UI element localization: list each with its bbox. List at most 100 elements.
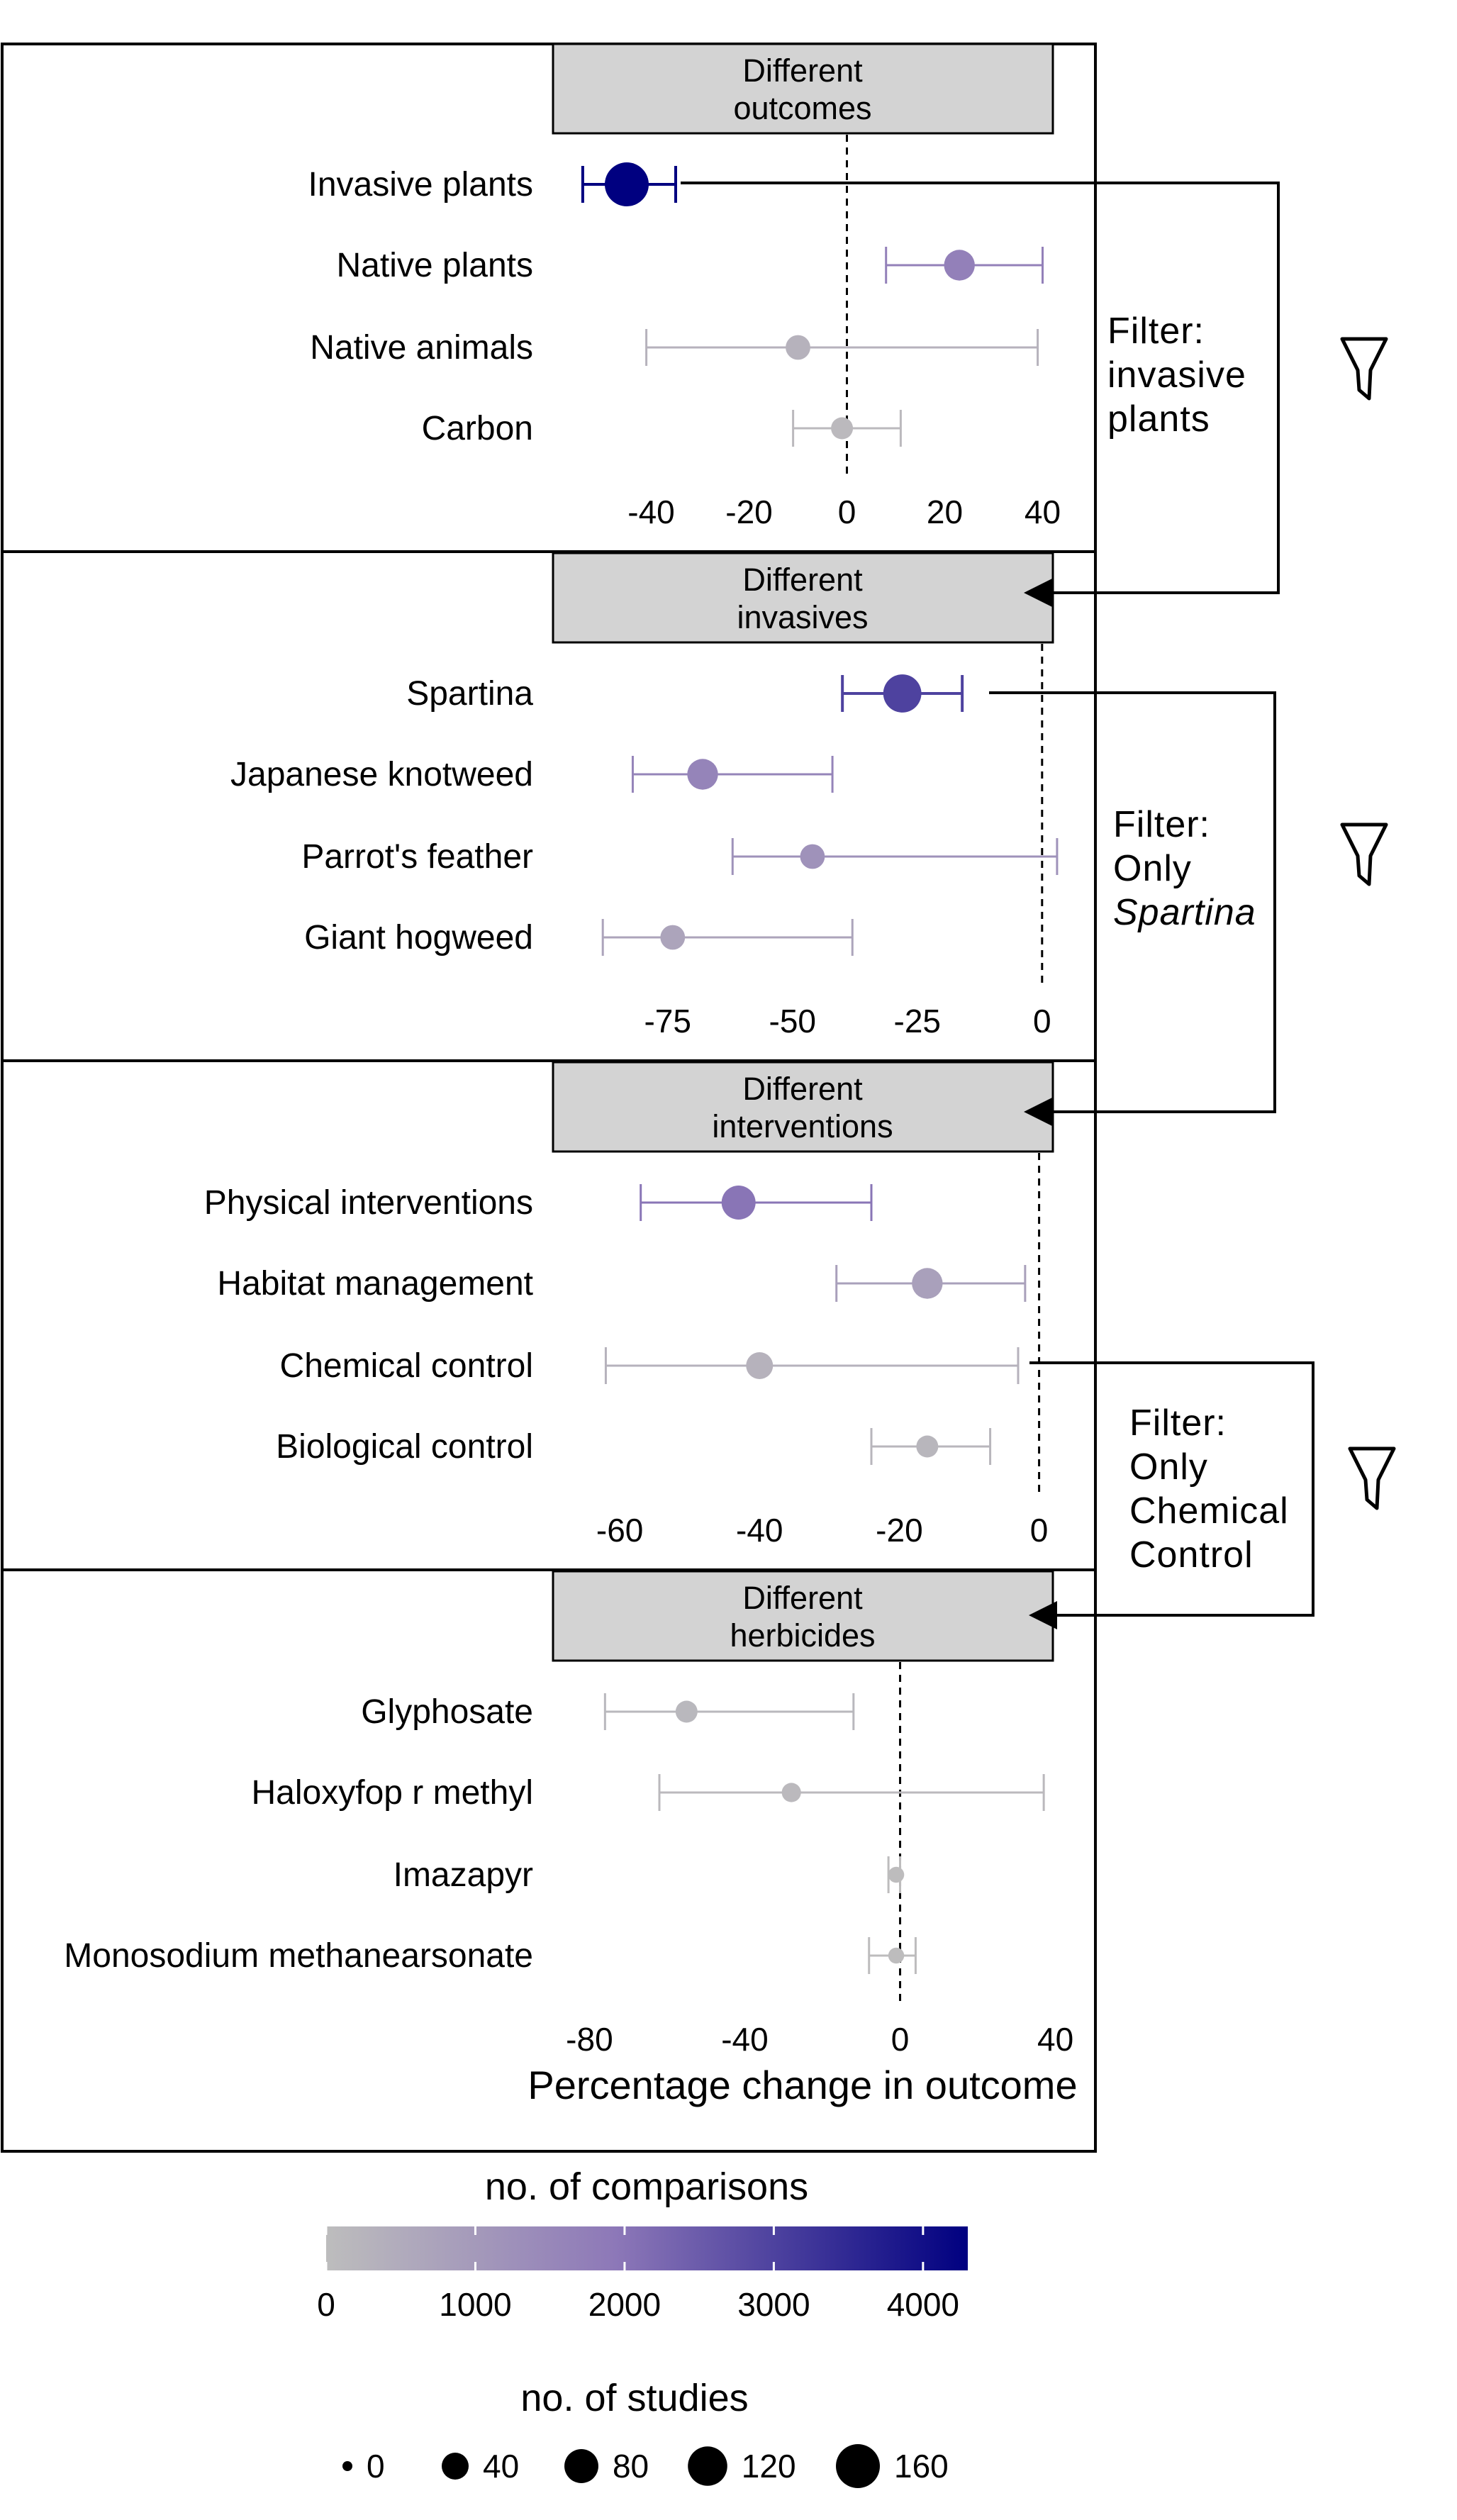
point-estimate bbox=[800, 844, 825, 869]
x-tick-label: -60 bbox=[596, 1512, 643, 1549]
point-estimate bbox=[888, 1866, 905, 1883]
x-tick-label: -75 bbox=[644, 1003, 691, 1039]
x-tick-label: -20 bbox=[725, 494, 772, 530]
point-estimate bbox=[746, 1352, 774, 1379]
color-legend-title: no. of comparisons bbox=[485, 2165, 808, 2208]
x-tick-label: 0 bbox=[1030, 1512, 1049, 1549]
filter-line: invasive bbox=[1107, 355, 1246, 396]
strip-title-line1: Different bbox=[742, 1580, 863, 1616]
x-tick-label: 0 bbox=[838, 494, 856, 530]
point-estimate bbox=[786, 335, 810, 360]
row-label: Parrot's feather bbox=[301, 838, 533, 876]
plot-frame bbox=[1, 43, 1097, 2153]
panel-outcomes: Different outcomes Invasive plants Native… bbox=[308, 43, 1061, 530]
strip-box bbox=[552, 43, 1054, 135]
strip-box bbox=[552, 1570, 1054, 1662]
strip-title-line1: Different bbox=[742, 52, 863, 89]
strip-box bbox=[552, 552, 1054, 644]
size-legend-dot bbox=[688, 2446, 727, 2486]
funnel-icon bbox=[1348, 1446, 1396, 1510]
size-legend-title: no. of studies bbox=[520, 2377, 748, 2419]
point-estimate bbox=[605, 162, 649, 206]
x-tick-label: -80 bbox=[566, 2021, 613, 2058]
filter-connector-1 bbox=[681, 182, 1280, 607]
color-bar-tick-label: 1000 bbox=[439, 2286, 511, 2323]
filter-line: Control bbox=[1129, 1534, 1254, 1576]
funnel-icon bbox=[1340, 823, 1388, 886]
x-axis-title: Percentage change in outcome bbox=[527, 2063, 1077, 2107]
strip-title-line1: Different bbox=[742, 1071, 863, 1107]
row-label: Physical interventions bbox=[204, 1184, 533, 1222]
connector-line bbox=[989, 691, 1276, 1126]
x-tick-label: 0 bbox=[1033, 1003, 1051, 1039]
size-legend: no. of studies 0 40 80 120 160 bbox=[342, 2377, 949, 2488]
row-label: Japanese knotweed bbox=[230, 756, 533, 793]
row-label: Monosodium methanearsonate bbox=[64, 1937, 533, 1975]
filter-label-1: Filter: invasive plants bbox=[1107, 311, 1246, 440]
x-tick-label: -40 bbox=[627, 494, 674, 530]
filter-label-3: Filter: Only Chemical Control bbox=[1129, 1403, 1289, 1576]
size-legend-dot bbox=[564, 2449, 598, 2483]
row-label: Biological control bbox=[276, 1428, 533, 1466]
x-tick-label: 20 bbox=[927, 494, 963, 530]
x-tick-label: -50 bbox=[769, 1003, 816, 1039]
funnel-icon bbox=[1340, 337, 1388, 401]
row-label: Imazapyr bbox=[393, 1856, 533, 1894]
strip-box bbox=[552, 1061, 1054, 1153]
size-legend-label: 160 bbox=[894, 2448, 949, 2485]
strip-title-line1: Different bbox=[742, 562, 863, 598]
row-label: Native plants bbox=[337, 247, 533, 284]
size-legend-keys: 0 40 80 120 160 bbox=[342, 2444, 949, 2488]
filter-line: Filter: bbox=[1129, 1403, 1227, 1444]
size-legend-label: 80 bbox=[613, 2448, 649, 2485]
filter-line: Spartina bbox=[1113, 892, 1256, 933]
filter-label-2: Filter: Only Spartina bbox=[1113, 804, 1256, 933]
point-estimate bbox=[944, 250, 975, 281]
point-estimate bbox=[916, 1435, 939, 1458]
point-estimate bbox=[675, 1700, 698, 1723]
point-estimate bbox=[888, 1947, 905, 1964]
filter-line: Chemical bbox=[1129, 1490, 1289, 1532]
row-label: Haloxyfop r methyl bbox=[252, 1774, 533, 1812]
size-legend-label: 40 bbox=[483, 2448, 519, 2485]
point-estimate bbox=[721, 1186, 756, 1220]
filter-connector-3 bbox=[1029, 1361, 1314, 1629]
filter-line: Filter: bbox=[1113, 804, 1210, 845]
panel-marks: Invasive plants Native plants Native anima… bbox=[308, 135, 1061, 530]
panel-marks: Glyphosate Haloxyfop r methyl Imazapyr Mono… bbox=[64, 1662, 1073, 2058]
color-bar bbox=[326, 2226, 968, 2270]
strip-title-line2: herbicides bbox=[730, 1617, 875, 1654]
color-bar-ticks: 0 1000 2000 3000 4000 bbox=[317, 2226, 959, 2323]
panel-herbicides: Different herbicides Glyphosate Haloxyfop… bbox=[64, 1570, 1073, 2058]
filter-line: Only bbox=[1129, 1446, 1208, 1488]
panel-interventions: Different interventions Physical interve… bbox=[204, 1061, 1054, 1549]
strip-title-line2: interventions bbox=[712, 1108, 893, 1144]
point-estimate bbox=[831, 417, 854, 440]
point-estimate bbox=[781, 1783, 801, 1802]
filter-line: Only bbox=[1113, 848, 1192, 889]
row-label: Giant hogweed bbox=[304, 919, 533, 957]
color-bar-tick-label: 4000 bbox=[887, 2286, 959, 2323]
row-label: Native animals bbox=[310, 329, 533, 367]
x-tick-label: -40 bbox=[721, 2021, 768, 2058]
point-estimate bbox=[660, 925, 686, 950]
row-label: Glyphosate bbox=[361, 1693, 533, 1731]
row-label: Chemical control bbox=[280, 1347, 533, 1385]
size-legend-dot bbox=[442, 2453, 469, 2480]
color-bar-tick-label: 0 bbox=[317, 2286, 335, 2323]
point-estimate bbox=[912, 1268, 943, 1299]
x-tick-label: -20 bbox=[876, 1512, 922, 1549]
color-bar-tick-label: 3000 bbox=[737, 2286, 810, 2323]
panel-invasives: Different invasives Spartina Japanese kno… bbox=[230, 552, 1059, 1039]
x-tick-label: 0 bbox=[891, 2021, 910, 2058]
color-bar-tick-label: 2000 bbox=[588, 2286, 661, 2323]
row-label: Carbon bbox=[422, 410, 533, 447]
panel-marks: Spartina Japanese knotweed Parrot's feathe… bbox=[230, 644, 1059, 1039]
x-tick-label: 40 bbox=[1037, 2021, 1073, 2058]
point-estimate bbox=[883, 674, 922, 713]
size-legend-dot bbox=[342, 2461, 352, 2471]
filter-line: Filter: bbox=[1107, 311, 1205, 352]
connector-line bbox=[681, 182, 1280, 607]
filter-line: plants bbox=[1107, 398, 1210, 440]
